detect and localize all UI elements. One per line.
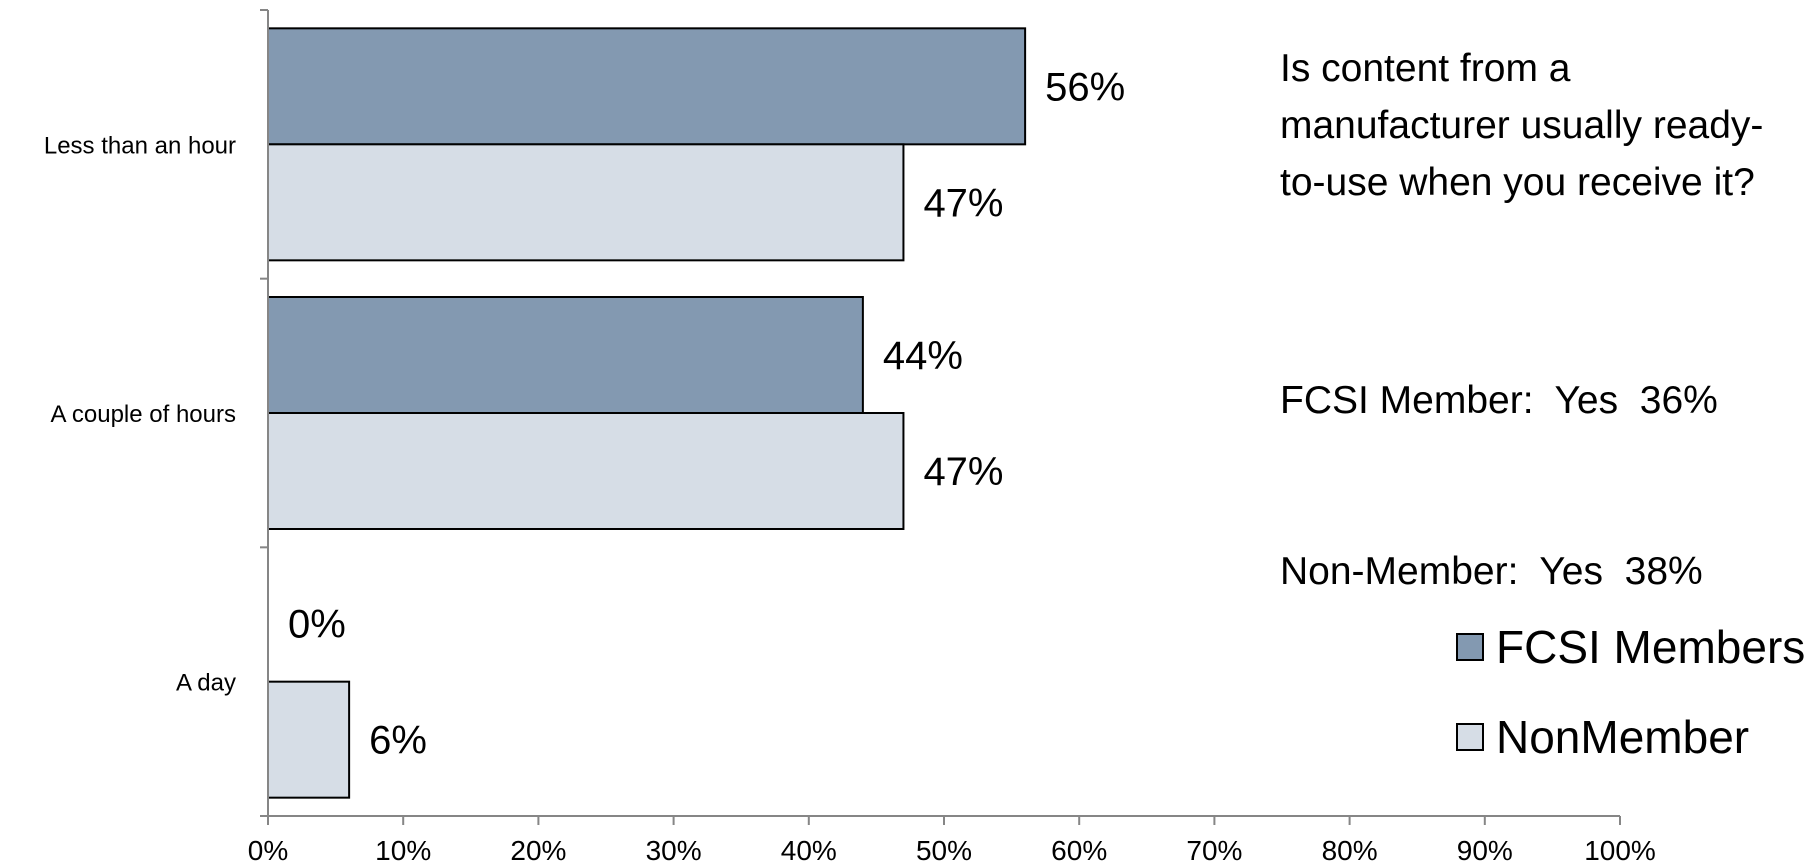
x-tick-label: 90%: [1457, 835, 1513, 866]
question-line: to-use when you receive it?: [1280, 161, 1755, 204]
legend-item-nonmember: NonMember: [1456, 707, 1805, 767]
bar-1-2: [267, 680, 351, 799]
data-label-0-0: 56%: [1045, 65, 1125, 109]
yes-stats: FCSI Member: Yes 36% Non-Member: Yes 38%: [1280, 258, 1718, 657]
x-tick-label: 60%: [1051, 835, 1107, 866]
x-tick-label: 70%: [1186, 835, 1242, 866]
data-label-1-0: 47%: [923, 181, 1003, 225]
question-annotation: Is content from a manufacturer usually r…: [1280, 40, 1800, 211]
axes-group: [260, 9, 1621, 825]
x-tick-label: 80%: [1322, 835, 1378, 866]
bar-0-0: [267, 27, 1027, 146]
bars-group: [267, 27, 1027, 799]
x-tick-label: 10%: [375, 835, 431, 866]
legend-label: FCSI Members: [1496, 621, 1806, 673]
x-tick-label: 0%: [248, 835, 288, 866]
bar-1-0: [267, 143, 905, 262]
data-label-1-1: 47%: [923, 450, 1003, 494]
bar-1-1: [267, 412, 905, 530]
x-tick-label: 20%: [510, 835, 566, 866]
data-label-0-1: 44%: [883, 334, 963, 378]
question-line: manufacturer usually ready-: [1280, 104, 1764, 147]
category-label: A day: [176, 670, 236, 697]
data-label-1-2: 6%: [369, 719, 427, 763]
x-tick-label: 40%: [781, 835, 837, 866]
legend-item-fcsi-members: FCSI Members: [1456, 617, 1805, 677]
labels-group: 56% 47% Less than an hour 44% 47% A couple of…: [44, 65, 1656, 866]
category-label: Less than an hour: [44, 132, 236, 159]
nonmember-yes-stat: Non-Member: Yes 38%: [1280, 550, 1703, 593]
member-yes-stat: FCSI Member: Yes 36%: [1280, 379, 1718, 422]
x-tick-label: 30%: [646, 835, 702, 866]
legend-swatch-nonmember: [1456, 723, 1484, 751]
x-tick-label: 50%: [916, 835, 972, 866]
question-line: Is content from a: [1280, 47, 1571, 90]
data-label-0-2: 0%: [288, 603, 346, 647]
legend-label: NonMember: [1496, 711, 1750, 763]
x-tick-label: 100%: [1584, 835, 1656, 866]
legend: FCSI Members NonMember: [1456, 617, 1805, 797]
bar-0-1: [267, 296, 864, 414]
legend-swatch-fcsi-members: [1456, 633, 1484, 661]
category-label: A couple of hours: [51, 401, 236, 428]
